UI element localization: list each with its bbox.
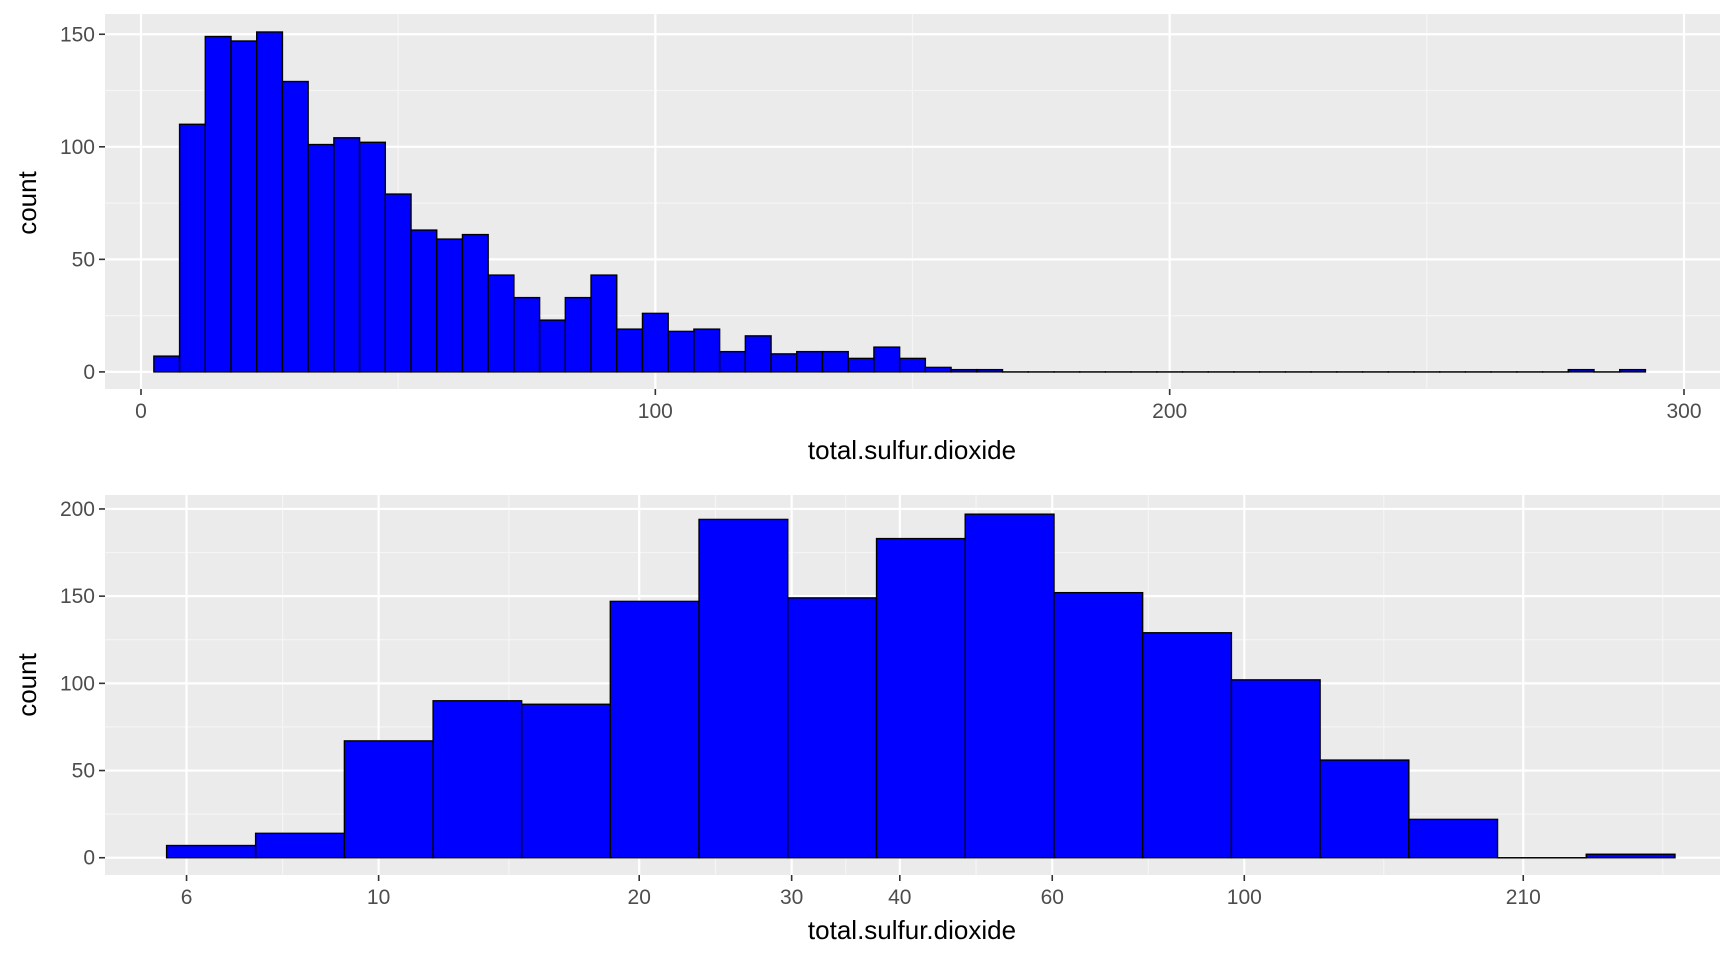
y-tick-label: 150 bbox=[60, 23, 95, 46]
histogram-bar bbox=[564, 296, 592, 373]
top-y-axis-title: count bbox=[12, 170, 42, 234]
bottom-x-axis-title: total.sulfur.dioxide bbox=[808, 915, 1016, 945]
histogram-bar bbox=[178, 123, 206, 373]
histogram-bar bbox=[770, 353, 798, 373]
histogram-bar bbox=[281, 80, 309, 373]
histogram-bar bbox=[436, 238, 464, 373]
x-tick-label: 60 bbox=[1041, 886, 1064, 909]
histogram-bar bbox=[1567, 368, 1595, 373]
top-y-tick-labels: 0 50 100 150 bbox=[60, 23, 105, 384]
x-tick-label: 0 bbox=[135, 400, 147, 423]
histogram-bar bbox=[744, 335, 772, 373]
bottom-x-tick-labels: 6 10 20 30 40 60 100 210 bbox=[181, 875, 1541, 909]
histogram-bar bbox=[796, 350, 824, 373]
histogram-bar bbox=[616, 328, 644, 373]
histogram-bar bbox=[153, 355, 181, 373]
top-x-tick-labels: 0 100 200 300 bbox=[135, 389, 1702, 423]
histogram-bar bbox=[307, 143, 335, 373]
histogram-bar bbox=[384, 193, 412, 373]
histogram-bar bbox=[718, 350, 747, 373]
histogram-bar bbox=[787, 597, 878, 859]
top-bars bbox=[153, 31, 1647, 373]
histogram-bar bbox=[698, 518, 789, 859]
histogram-bar bbox=[875, 537, 966, 859]
histogram-bar bbox=[873, 346, 901, 373]
histogram-bar bbox=[343, 740, 434, 859]
histogram-bar bbox=[165, 844, 257, 859]
histogram-bar bbox=[513, 296, 541, 373]
x-tick-label: 6 bbox=[181, 886, 193, 909]
y-tick-label: 50 bbox=[72, 760, 95, 783]
top-x-axis-title: total.sulfur.dioxide bbox=[808, 435, 1016, 465]
bottom-y-tick-labels: 0 50 100 150 200 bbox=[60, 498, 105, 870]
x-tick-label: 100 bbox=[1227, 886, 1262, 909]
x-tick-label: 10 bbox=[367, 886, 390, 909]
x-tick-label: 40 bbox=[888, 886, 911, 909]
histogram-bar bbox=[847, 357, 875, 373]
histogram-bar bbox=[538, 319, 567, 373]
histogram-bar bbox=[520, 703, 612, 859]
histogram-bar bbox=[1141, 632, 1233, 859]
x-tick-label: 210 bbox=[1506, 886, 1541, 909]
histogram-bar bbox=[693, 328, 721, 373]
histogram-bar bbox=[950, 368, 978, 373]
y-tick-label: 100 bbox=[60, 672, 95, 695]
histogram-bar bbox=[487, 274, 515, 373]
x-tick-label: 300 bbox=[1666, 400, 1701, 423]
histogram-bar bbox=[254, 832, 346, 859]
histogram-bar bbox=[609, 600, 700, 859]
y-tick-label: 200 bbox=[60, 498, 95, 521]
histogram-bar bbox=[641, 312, 669, 373]
histogram-bar bbox=[667, 330, 695, 373]
x-tick-label: 30 bbox=[780, 886, 803, 909]
y-tick-label: 0 bbox=[83, 361, 95, 384]
histogram-bar bbox=[333, 137, 361, 373]
bottom-y-axis-title: count bbox=[12, 652, 42, 716]
top-histogram: 0 50 100 150 0 100 200 300 total.sulfur.dioxid… bbox=[12, 14, 1720, 465]
bottom-histogram: 0 50 100 150 200 6 10 20 30 40 60 100 210 total.sul… bbox=[12, 495, 1720, 945]
y-tick-label: 50 bbox=[72, 248, 95, 271]
y-tick-label: 100 bbox=[60, 136, 95, 159]
histogram-bar bbox=[1408, 818, 1499, 859]
histogram-bar bbox=[1619, 368, 1647, 373]
x-tick-label: 20 bbox=[628, 886, 651, 909]
histogram-bar bbox=[1230, 679, 1321, 859]
histogram-bar bbox=[461, 233, 489, 373]
histogram-bar bbox=[924, 366, 952, 373]
histogram-bar bbox=[230, 40, 258, 373]
bottom-bars bbox=[165, 513, 1676, 859]
x-tick-label: 100 bbox=[638, 400, 673, 423]
histogram-bar bbox=[821, 350, 849, 373]
y-tick-label: 0 bbox=[83, 847, 95, 870]
histogram-bar bbox=[1585, 853, 1676, 859]
x-tick-label: 200 bbox=[1152, 400, 1187, 423]
histogram-bar bbox=[964, 513, 1055, 859]
histogram-bar bbox=[410, 229, 438, 373]
histogram-bar bbox=[358, 141, 387, 373]
histogram-bar bbox=[256, 31, 284, 373]
histogram-bar bbox=[1053, 591, 1144, 859]
histogram-bar bbox=[898, 357, 927, 373]
histogram-bar bbox=[204, 35, 232, 373]
y-tick-label: 150 bbox=[60, 585, 95, 608]
histogram-bar bbox=[432, 700, 523, 859]
histogram-bar bbox=[1319, 759, 1410, 859]
histogram-bar bbox=[590, 274, 618, 373]
histogram-bar bbox=[976, 368, 1004, 373]
